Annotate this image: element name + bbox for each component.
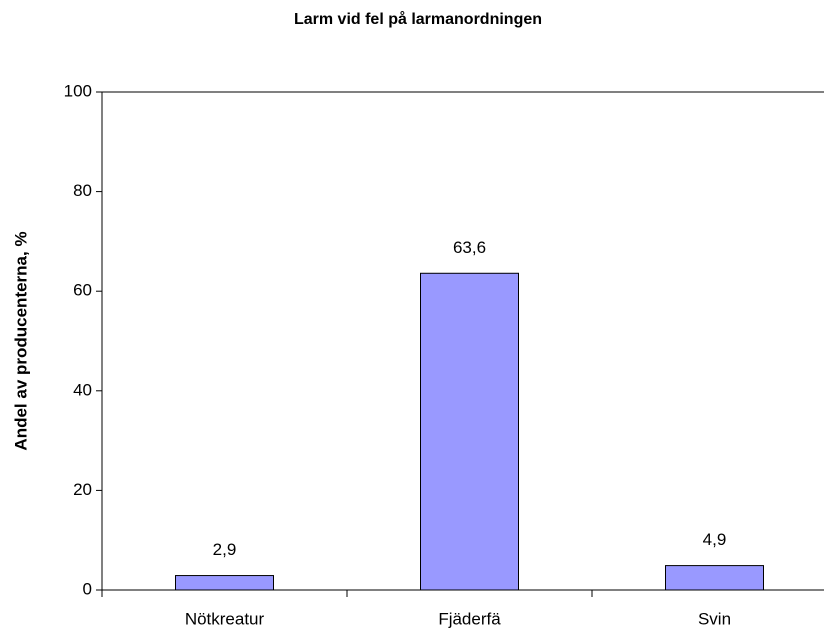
x-tick-label: Fjäderfä [438, 609, 501, 628]
bar [175, 575, 274, 591]
chart-title: Larm vid fel på larmanordningen [294, 10, 542, 28]
bar [665, 565, 764, 591]
y-tick-label: 100 [64, 81, 92, 100]
y-axis-label: Andel av producenterna, % [11, 231, 30, 450]
bar [420, 272, 519, 591]
y-tick-label: 60 [73, 281, 92, 300]
value-label: 63,6 [453, 238, 486, 257]
y-tick-label: 20 [73, 480, 92, 499]
value-label: 4,9 [703, 530, 727, 549]
y-tick-label: 40 [73, 380, 92, 399]
x-tick-label: Nötkreatur [185, 609, 265, 628]
x-tick-label: Svin [698, 609, 731, 628]
y-tick-label: 0 [83, 579, 92, 598]
y-tick-label: 80 [73, 181, 92, 200]
value-label: 2,9 [213, 540, 237, 559]
